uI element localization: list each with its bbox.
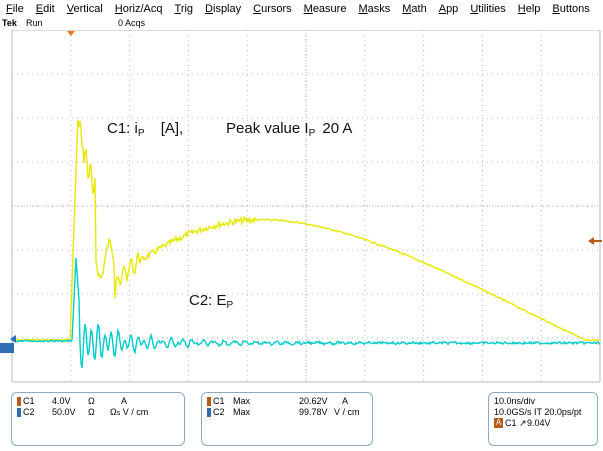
channel-scale: 4.0V xyxy=(52,396,71,406)
brand-label: Tek xyxy=(2,18,17,28)
c1-badge-icon xyxy=(17,397,21,406)
trigger-position-icon xyxy=(67,31,75,36)
measurement-panel[interactable]: C1 Max 20.62V A C2 Max 99.78V V / cm xyxy=(201,392,373,446)
menu-item-utilities[interactable]: Utilities xyxy=(470,2,506,15)
menu-item-horiz-acq[interactable]: Horiz/Acq xyxy=(114,2,163,15)
c1-badge-icon xyxy=(207,397,211,406)
measurement-type: Max xyxy=(233,396,251,406)
c1-label: C1: iP [A], xyxy=(107,120,184,139)
menu-item-help[interactable]: Help xyxy=(517,2,541,15)
measurement-channel: C1 xyxy=(213,396,225,406)
channel-coupling: Ω xyxy=(88,396,95,406)
c2-badge-icon xyxy=(207,408,211,417)
menu-item-app[interactable]: App xyxy=(438,2,459,15)
measurement-value: 20.62V xyxy=(299,396,328,406)
channel-name: C2 xyxy=(23,407,35,417)
horizontal-scale: 10.0ns/div xyxy=(494,396,536,406)
trigger-level: 9.04V xyxy=(527,418,551,428)
measurement-unit: V / cm xyxy=(334,407,360,417)
trigger-slope-icon: ↗ xyxy=(519,418,527,428)
trigger-badge-icon: A xyxy=(494,418,503,428)
menu-item-cursors[interactable]: Cursors xyxy=(253,2,292,15)
c2-badge-icon xyxy=(17,408,21,417)
measurement-unit: A xyxy=(342,396,349,406)
trigger-source: C1 xyxy=(505,418,517,428)
channel-name: C1 xyxy=(23,396,35,406)
menu-item-edit[interactable]: Edit xyxy=(35,2,55,15)
waveform-display xyxy=(0,30,603,391)
menu-item-math[interactable]: Math xyxy=(402,2,427,15)
menu-item-vertical[interactable]: Vertical xyxy=(66,2,103,15)
status-bar: Tek Run 0 Acqs xyxy=(0,17,603,30)
c2-ground-marker-icon xyxy=(0,343,14,353)
channel-scale-panel[interactable]: C1 4.0V Ω A C2 50.0V Ω Ωs V / cm xyxy=(11,392,185,446)
menu-item-trig[interactable]: Trig xyxy=(174,2,194,15)
menu-item-masks[interactable]: Masks xyxy=(358,2,391,15)
channel-unit: Ωs V / cm xyxy=(110,407,149,417)
menu-item-measure[interactable]: Measure xyxy=(303,2,347,15)
timebase-panel[interactable]: 10.0ns/div 10.0GS/s IT 20.0ps/pt A C1 ↗ … xyxy=(488,392,598,446)
channel-scale: 50.0V xyxy=(52,407,76,417)
sample-rate: 10.0GS/s IT 20.0ps/pt xyxy=(494,407,582,417)
menu-item-file[interactable]: File xyxy=(6,2,24,15)
menu-item-buttons[interactable]: Buttons xyxy=(552,2,590,15)
menu-item-display[interactable]: Display xyxy=(205,2,242,15)
acquisition-count: 0 Acqs xyxy=(118,18,146,28)
trigger-level-icon xyxy=(588,237,594,245)
channel-unit: A xyxy=(121,396,128,406)
trigger-level-bar xyxy=(594,240,602,242)
peak-value-label: Peak value IP 20 A xyxy=(226,120,353,139)
c1-ground-marker-icon xyxy=(10,335,16,343)
run-state: Run xyxy=(26,18,43,28)
measurement-channel: C2 xyxy=(213,407,225,417)
measurement-type: Max xyxy=(233,407,251,417)
c2-waveform xyxy=(11,257,601,368)
channel-coupling: Ω xyxy=(88,407,95,417)
measurement-value: 99.78V xyxy=(299,407,328,417)
grid-lines xyxy=(11,30,601,383)
c1-waveform xyxy=(11,119,601,342)
c2-label: C2: EP xyxy=(189,292,234,311)
graticule xyxy=(0,30,603,391)
menu-bar: File Edit Vertical Horiz/Acq Trig Display Curs… xyxy=(0,0,603,17)
